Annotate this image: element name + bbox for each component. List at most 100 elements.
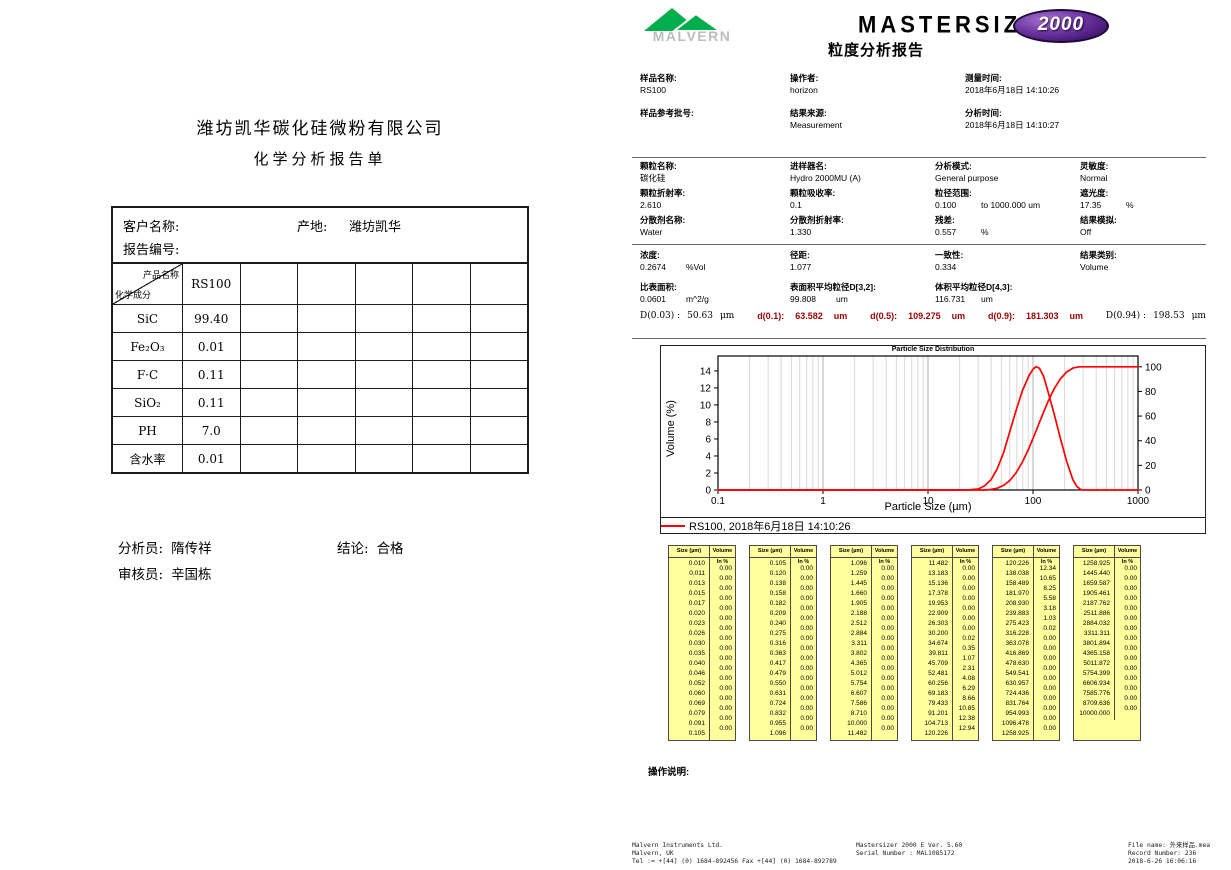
component-value-cell: 0.11 — [182, 388, 240, 416]
size-table-body: 0.105 0.120 0.138 0.158 0.182 0.209 0.240 0.275… — [750, 558, 816, 740]
size-cell: 181.970 — [1005, 590, 1030, 597]
size-cell: 0.091 — [688, 720, 705, 727]
size-cell: 0.240 — [769, 620, 786, 627]
volume-cell: 0.00 — [800, 695, 813, 702]
volume-cell: 4.08 — [962, 675, 975, 682]
volume-cell: 6.29 — [962, 685, 975, 692]
report-number-label: 报告编号: — [123, 243, 180, 258]
volume-cell: 0.00 — [1043, 715, 1056, 722]
size-cell: 17.378 — [928, 590, 948, 597]
volume-cell: 0.00 — [881, 655, 894, 662]
info-value-number: 99.808 — [790, 294, 816, 304]
volume-cell: 0.00 — [881, 635, 894, 642]
volume-cell: 0.00 — [800, 645, 813, 652]
size-cell: 1905.461 — [1082, 590, 1110, 597]
size-cell: 0.832 — [769, 710, 786, 717]
info-label: 样品参考批号: — [640, 108, 694, 118]
volume-cell: 0.00 — [1043, 675, 1056, 682]
volume-cell: 0.00 — [719, 595, 732, 602]
particle-info-section: 颗粒名称: 碳化硅 进样器名: Hydro 2000MU (A) 分析模式: Genera… — [640, 161, 1206, 242]
volume-cell: 8.25 — [1043, 585, 1056, 592]
volume-cell: 0.00 — [719, 615, 732, 622]
volume-cell: 0.00 — [800, 565, 813, 572]
product-name-cell: RS100 — [182, 264, 240, 304]
size-cell: 3311.311 — [1083, 630, 1110, 637]
info-label: 一致性: — [935, 250, 964, 260]
size-table-body: 120.226 138.038 158.489 181.970 208.930 239.8… — [993, 558, 1059, 740]
size-table-body: 1258.925 1445.440 1659.587 1905.461 2187.762… — [1074, 558, 1140, 720]
size-cell: 19.953 — [928, 600, 948, 607]
size-table: Size (µm) Volume In % 11.482 13.183 15.136 17… — [911, 545, 979, 741]
malvern-mountain-icon — [671, 12, 724, 32]
component-value-cell: 7.0 — [182, 416, 240, 444]
size-cell: 0.013 — [688, 580, 705, 587]
info-value-number: 17.35 — [1080, 200, 1102, 210]
info-value: 1.077 — [790, 262, 812, 272]
volume-cell: 0.00 — [1124, 685, 1137, 692]
svg-text:80: 80 — [1145, 387, 1157, 398]
svg-text:20: 20 — [1145, 461, 1157, 472]
size-table-header: Size (µm) Volume In % — [912, 546, 978, 565]
volume-cell: 0.00 — [881, 725, 894, 732]
volume-cell: 0.00 — [800, 595, 813, 602]
empty-cell — [412, 416, 470, 444]
info-field: 样品参考批号: — [640, 108, 790, 143]
reviewer-signoff: 审核员: 辛国栋 — [118, 563, 212, 583]
empty-cell — [297, 304, 355, 332]
separator-line — [632, 244, 1206, 245]
info-value: 0.334 — [935, 262, 957, 272]
size-cell: 138.038 — [1005, 570, 1030, 577]
size-cell: 2187.762 — [1082, 600, 1110, 607]
d-value-label: d(0.1): — [757, 311, 785, 321]
empty-cell — [412, 264, 470, 304]
info-label: 结果模拟: — [1080, 215, 1117, 225]
volume-cell: 0.00 — [881, 645, 894, 652]
component-value: 0.11 — [197, 395, 225, 410]
component-name-cell: F·C — [113, 360, 182, 388]
svg-text:4: 4 — [705, 451, 711, 462]
analyst-label: 分析员: — [118, 541, 164, 557]
volume-cell: 0.00 — [1043, 665, 1056, 672]
volume-cell: 0.00 — [1124, 705, 1137, 712]
info-value-number: 0.557 — [935, 227, 957, 237]
size-cell: 1.096 — [850, 560, 867, 567]
volume-cell: 0.00 — [719, 655, 732, 662]
size-column-header: Size (µm) — [993, 546, 1034, 557]
empty-cell — [297, 332, 355, 360]
size-cell: 91.201 — [928, 710, 948, 717]
volume-cell: 0.00 — [881, 595, 894, 602]
info-label: 残差: — [935, 215, 955, 225]
size-cell: 0.010 — [688, 560, 705, 567]
size-cell: 0.046 — [688, 670, 705, 677]
info-value-unit: um — [836, 294, 848, 304]
volume-cell: 0.00 — [1124, 625, 1137, 632]
component-name-cell: SiO₂ — [113, 388, 182, 416]
size-cell: 1659.587 — [1082, 580, 1110, 587]
size-cell: 2.512 — [850, 620, 867, 627]
empty-cell — [239, 360, 297, 388]
info-field: 颗粒折射率: 2.610 — [640, 188, 790, 215]
size-table-header: Size (µm) Volume In % — [669, 546, 735, 565]
size-column-header: Size (µm) — [912, 546, 953, 557]
conclusion: 结论: 合格 — [337, 537, 404, 557]
svg-text:100: 100 — [1145, 362, 1162, 373]
chart-legend: RS100, 2018年6月18日 14:10:26 — [661, 517, 1205, 533]
volume-cell: 0.00 — [719, 665, 732, 672]
info-value-unit: % — [1126, 200, 1134, 210]
legend-line-marker — [661, 524, 685, 527]
svg-text:10: 10 — [700, 400, 712, 411]
volume-cell: 0.00 — [719, 575, 732, 582]
volume-cell: 0.00 — [719, 645, 732, 652]
info-label: 结果来源: — [790, 108, 827, 118]
size-cell: 478.630 — [1005, 660, 1030, 667]
size-cell: 0.724 — [769, 700, 786, 707]
empty-cell — [469, 360, 527, 388]
conclusion-value: 合格 — [376, 541, 404, 557]
d-value-unit: um — [1069, 311, 1084, 321]
empty-cell — [239, 416, 297, 444]
volume-cell: 0.00 — [800, 615, 813, 622]
volume-cell: 0.00 — [1043, 655, 1056, 662]
info-value: Volume — [1080, 262, 1109, 272]
size-cell: 0.275 — [769, 630, 786, 637]
empty-cell — [354, 332, 412, 360]
